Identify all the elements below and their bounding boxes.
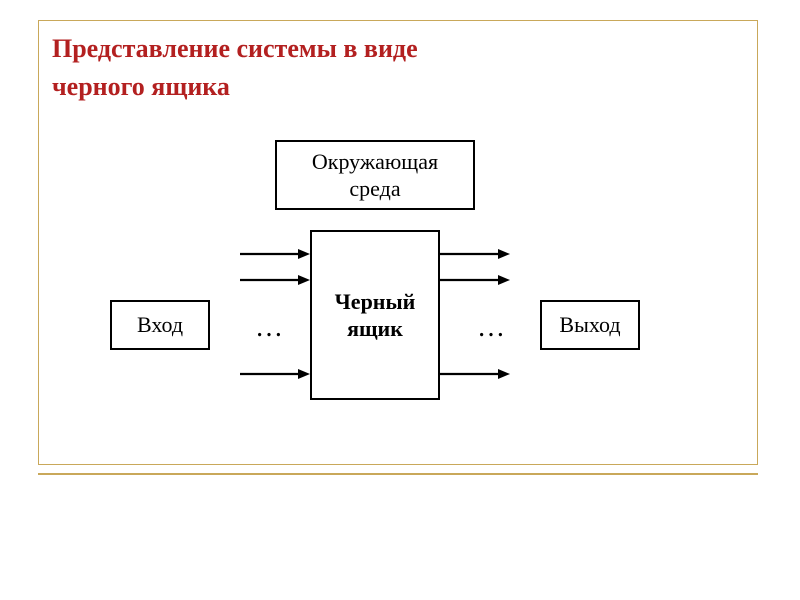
bottom-rule: [38, 473, 758, 475]
arrows-layer: [0, 0, 800, 600]
